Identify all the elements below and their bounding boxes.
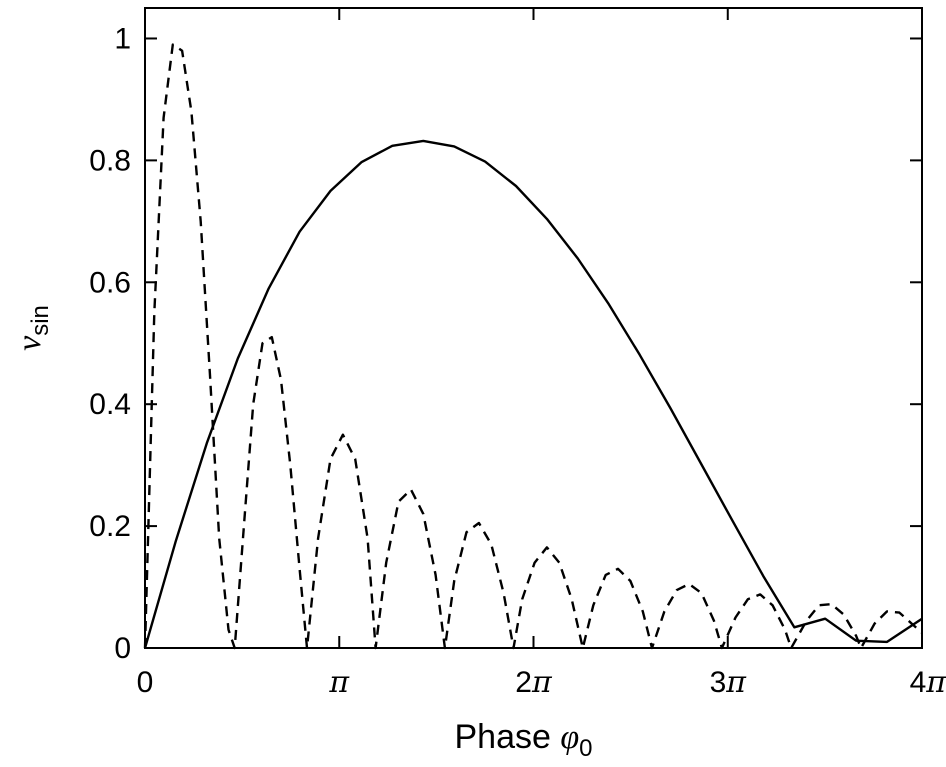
- plot-frame: [144, 7, 923, 649]
- x-axis-symbol: φ: [560, 719, 579, 756]
- axis-ticks: [144, 8, 923, 649]
- y-axis-symbol: v: [11, 335, 48, 351]
- y-tick-label: 0.8: [89, 144, 131, 177]
- y-tick-label: 0.6: [89, 266, 131, 299]
- y-tick-label: 0.4: [89, 388, 131, 421]
- x-tick-label: 3π: [710, 665, 748, 700]
- tick-labels: 0 0.2 0.4 0.6 0.8 1 0 π 2π 3π 4π: [89, 22, 946, 700]
- y-tick-label: 1: [114, 22, 131, 55]
- x-tick-label: 0: [137, 666, 154, 699]
- series-line-solid: [143, 139, 923, 649]
- data-series: [143, 43, 923, 650]
- y-axis-subscript: sin: [27, 305, 54, 336]
- y-axis-label: vsin: [11, 305, 54, 351]
- y-tick-label: 0.2: [89, 510, 131, 543]
- series-line-dashed: [143, 43, 923, 650]
- x-tick-label: 2π: [515, 665, 553, 700]
- y-tick-label: 0: [114, 632, 131, 665]
- x-axis-subscript: 0: [579, 735, 592, 762]
- x-tick-label: π: [328, 665, 350, 700]
- x-axis-label: Phase φ0: [454, 718, 592, 762]
- x-tick-label: 4π: [910, 665, 946, 700]
- x-axis-title: Phase: [454, 718, 550, 756]
